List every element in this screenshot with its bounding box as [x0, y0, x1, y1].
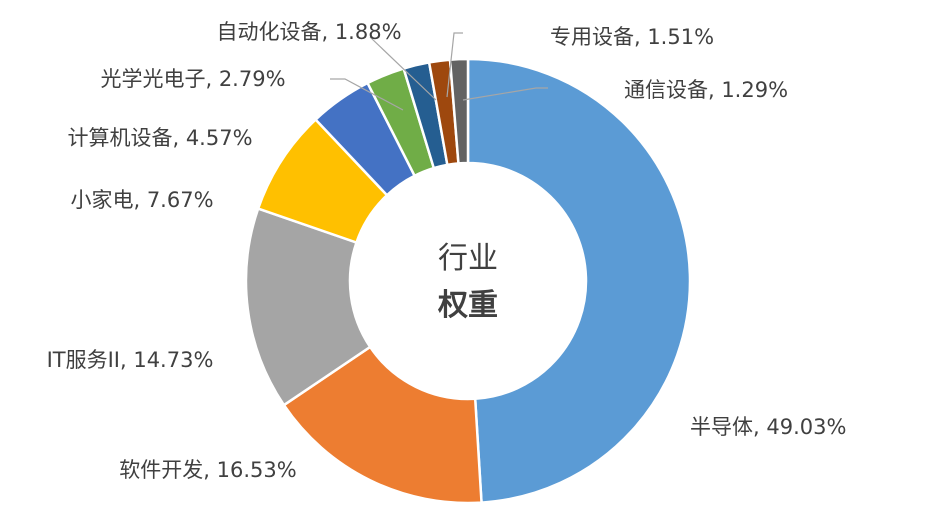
leader-lines	[330, 32, 548, 111]
leader-line	[330, 78, 404, 111]
center-label-line1: 行业	[438, 241, 498, 276]
slice-label: 光学光电子, 2.79%	[100, 67, 285, 91]
slice-label: 半导体, 49.03%	[690, 415, 846, 439]
donut-slice	[282, 345, 483, 505]
leader-line	[462, 87, 548, 101]
slice-label: IT服务II, 14.73%	[47, 348, 214, 372]
leader-line	[369, 36, 437, 101]
slice-label: 软件开发, 16.53%	[119, 458, 296, 482]
slice-label: 小家电, 7.67%	[70, 188, 213, 212]
slice-label: 通信设备, 1.29%	[624, 78, 788, 102]
donut-slice	[448, 57, 470, 165]
donut-slice	[466, 57, 692, 504]
slice-labels: 半导体, 49.03% 软件开发, 16.53% IT服务II, 14.73% 小家电…	[47, 20, 847, 482]
slice-label: 自动化设备, 1.88%	[216, 20, 401, 44]
donut-slices	[244, 57, 692, 505]
center-label-line2: 权重	[437, 288, 498, 323]
leader-line	[446, 32, 463, 98]
slice-label: 专用设备, 1.51%	[550, 25, 714, 49]
slice-label: 计算机设备, 4.57%	[67, 126, 252, 150]
